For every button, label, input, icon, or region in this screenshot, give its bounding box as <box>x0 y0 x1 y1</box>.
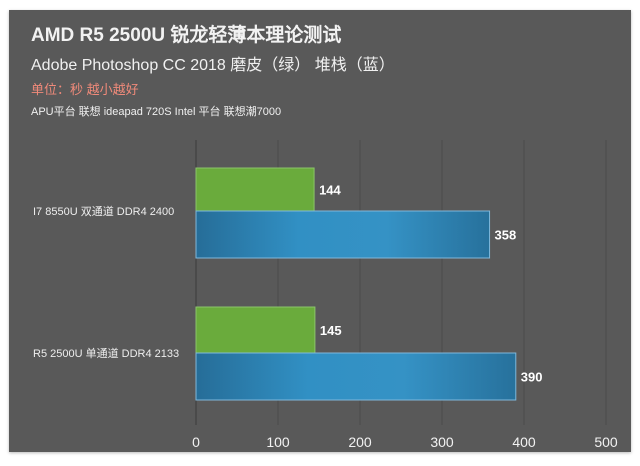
x-tick-label: 200 <box>348 434 372 450</box>
x-tick-label: 300 <box>430 434 454 450</box>
data-label: 390 <box>521 370 543 385</box>
data-label: 358 <box>495 228 517 243</box>
bar-green <box>195 167 315 212</box>
bar-green <box>195 306 316 354</box>
chart-subtitle: Adobe Photoshop CC 2018 磨皮（绿） 堆栈（蓝） <box>31 57 395 74</box>
unit-note: 单位：秒 越小越好 <box>31 82 139 97</box>
platform-note: APU平台 联想 ideapad 720S Intel 平台 联想潮7000 <box>31 106 282 118</box>
x-tick-label: 100 <box>266 434 290 450</box>
bar-blue <box>195 352 517 401</box>
bar-blue <box>195 210 491 259</box>
data-label: 144 <box>319 183 341 198</box>
data-label: 145 <box>320 323 342 338</box>
category-label: R5 2500U 单通道 DDR4 2133 <box>33 346 179 360</box>
category-label: I7 8550U 双通道 DDR4 2400 <box>33 204 174 218</box>
x-tick-label: 500 <box>594 434 618 450</box>
x-tick-label: 400 <box>512 434 536 450</box>
chart-title: AMD R5 2500U 锐龙轻薄本理论测试 <box>31 25 342 46</box>
x-tick-label: 0 <box>192 434 200 450</box>
